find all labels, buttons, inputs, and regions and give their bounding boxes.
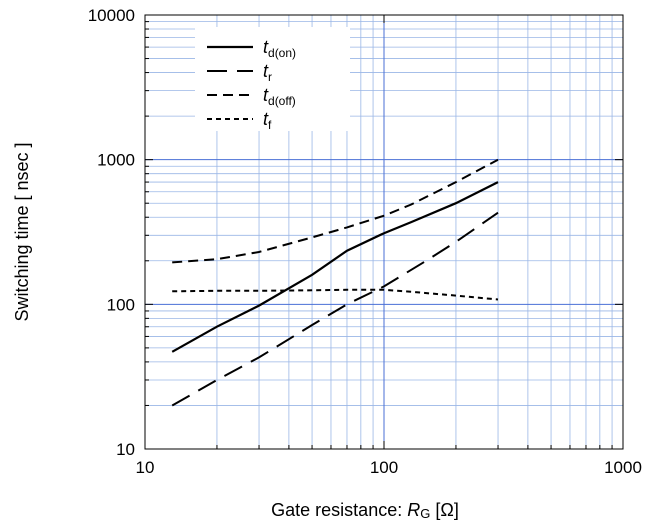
legend-label: td(on) [263,37,296,60]
axis-ticks [144,15,623,450]
y-tick-label: 100 [107,295,135,314]
x-axis-title: Gate resistance: RG [Ω] [271,500,459,521]
y-tick-label: 1000 [97,151,135,170]
major-grid [145,15,623,449]
series-line-f [172,288,499,301]
series-line-don [171,181,499,353]
series-line-doff [172,158,499,264]
legend-label: tf [263,109,272,132]
legend-label: td(off) [263,85,296,108]
x-tick-label: 10 [136,458,155,477]
legend-box [195,27,350,131]
tick-labels: 10 100 1000 10 100 1000 10000 [88,6,642,477]
series-line-r [171,211,499,407]
legend-label: tr [263,61,272,84]
y-axis-title: Switching time [ nsec ] [12,142,32,321]
y-tick-label: 10000 [88,6,135,25]
series-layer [171,158,499,407]
x-tick-label: 100 [370,458,398,477]
y-tick-label: 10 [116,440,135,459]
x-tick-label: 1000 [604,458,642,477]
